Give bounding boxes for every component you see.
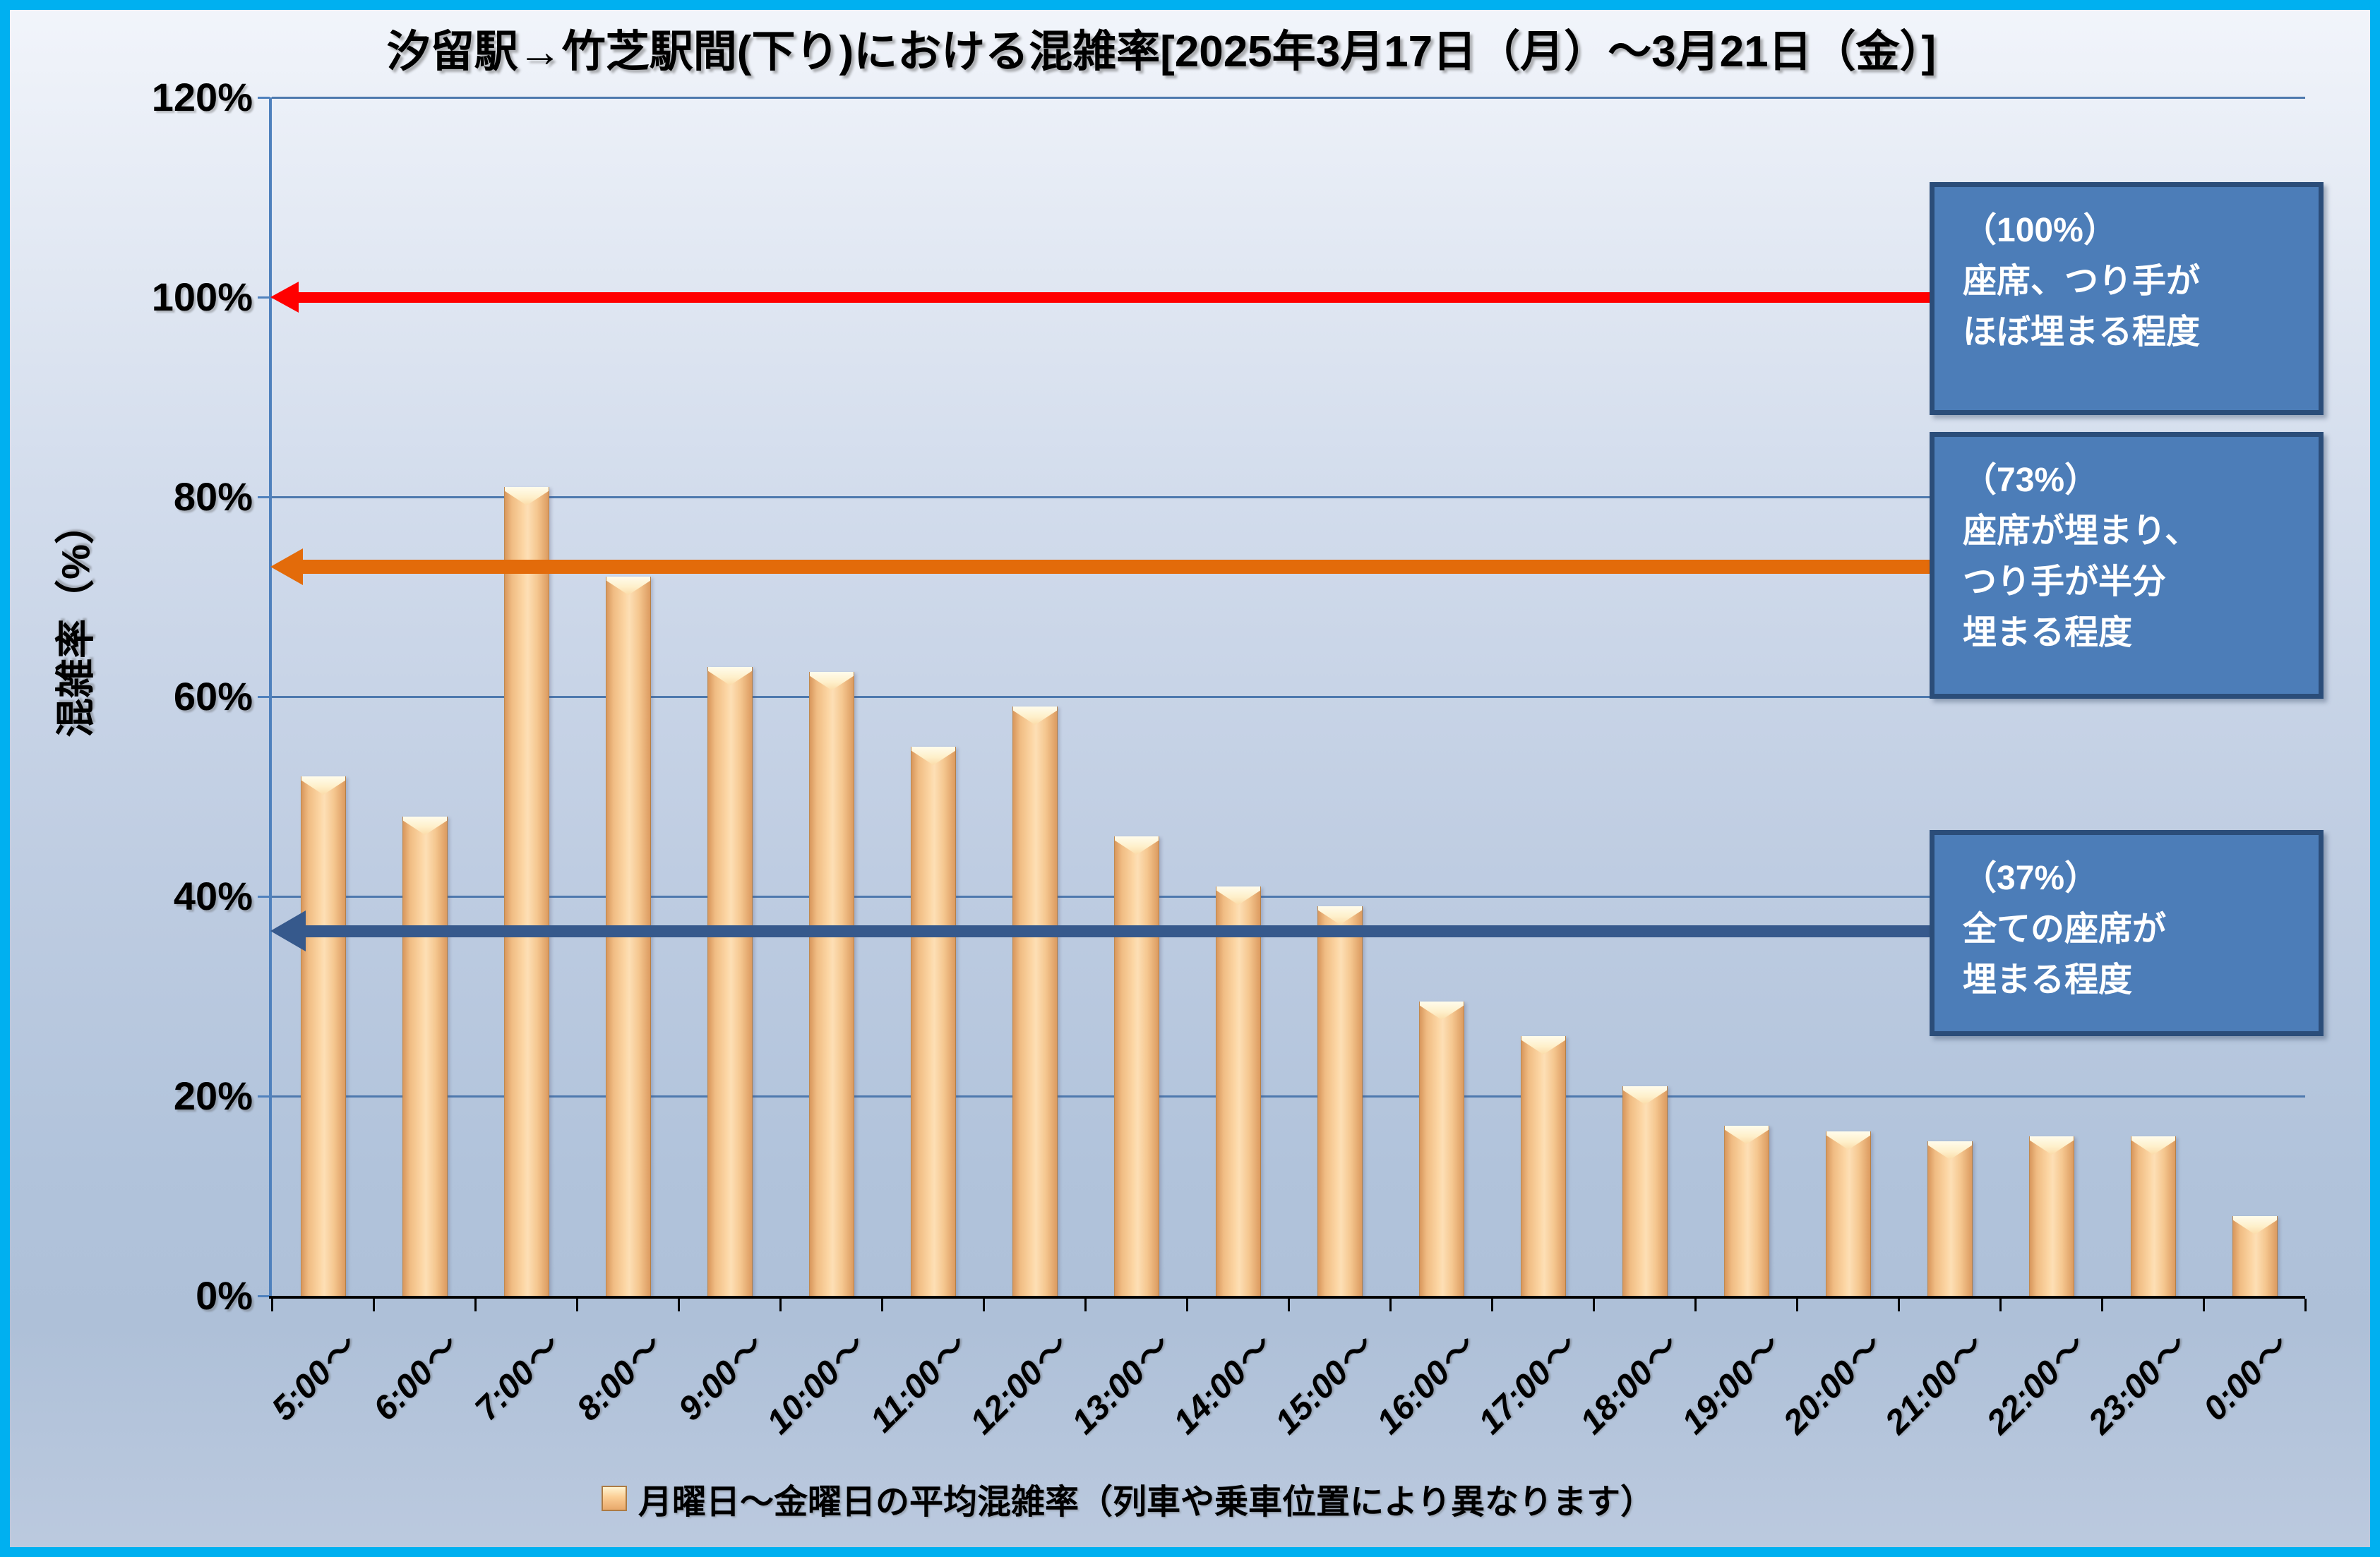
bar-23:00～: [2131, 1136, 2176, 1296]
legend: 月曜日～金曜日の平均混雑率（列車や乗車位置により異なります）: [602, 1474, 1654, 1523]
bar-6:00～: [402, 817, 448, 1296]
reference-arrow-head-73: [270, 548, 303, 586]
bar-14:00～: [1216, 886, 1261, 1296]
x-axis-tick: [373, 1299, 375, 1311]
gridline-120: [272, 97, 2305, 99]
x-axis-tick: [1796, 1299, 1798, 1311]
gridline-20: [272, 1095, 2305, 1098]
chart-title: 汐留駅→竹芝駅間(下り)における混雑率[2025年3月17日（月）～3月21日（…: [386, 28, 1937, 76]
x-axis-tick: [1593, 1299, 1595, 1311]
y-axis-tick: [258, 97, 270, 99]
y-axis-tick: [258, 1095, 270, 1098]
x-axis-tick: [1186, 1299, 1188, 1311]
y-axis-title: 混雑率（%）: [53, 505, 98, 738]
callout-37: （37%） 全ての座席が 埋まる程度: [1930, 830, 2324, 1036]
callout-100: （100%） 座席、つり手が ほぼ埋まる程度: [1930, 182, 2324, 415]
x-axis-tick: [1999, 1299, 2002, 1311]
y-tick-label: 120%: [151, 75, 253, 119]
x-axis-tick: [1898, 1299, 1900, 1311]
bar-18:00～: [1622, 1086, 1668, 1296]
y-axis-line: [269, 97, 272, 1299]
x-axis-tick: [1491, 1299, 1493, 1311]
x-axis-tick: [1694, 1299, 1697, 1311]
bar-15:00～: [1317, 906, 1363, 1296]
bar-5:00～: [301, 776, 346, 1296]
y-tick-label: 100%: [151, 275, 253, 319]
y-axis-tick: [258, 696, 270, 698]
x-axis-tick: [1084, 1299, 1087, 1311]
bar-16:00～: [1419, 1002, 1464, 1296]
reference-arrow-shaft-37: [303, 925, 1930, 937]
bar-7:00～: [504, 487, 549, 1296]
legend-label: 月曜日～金曜日の平均混雑率（列車や乗車位置により異なります）: [638, 1484, 1655, 1521]
y-axis-tick: [258, 496, 270, 498]
bar-10:00～: [809, 672, 854, 1296]
bar-20:00～: [1826, 1131, 1871, 1296]
y-axis-tick: [258, 1295, 270, 1297]
x-axis-tick: [881, 1299, 883, 1311]
x-axis-tick: [1389, 1299, 1392, 1311]
y-axis-tick: [258, 296, 270, 299]
y-axis-tick: [258, 896, 270, 898]
y-tick-label: 80%: [173, 474, 253, 519]
legend-bar-marker-icon: [602, 1486, 627, 1511]
reference-arrow-shaft-100: [296, 291, 1930, 303]
y-tick-label: 60%: [173, 674, 253, 719]
bar-19:00～: [1724, 1126, 1769, 1296]
y-tick-label: 40%: [173, 874, 253, 918]
gridline-40: [272, 896, 2305, 898]
x-axis-tick: [779, 1299, 782, 1311]
bar-0:00～: [2232, 1216, 2278, 1296]
bar-12:00～: [1012, 707, 1058, 1296]
x-axis-tick: [983, 1299, 985, 1311]
x-axis-tick: [271, 1299, 273, 1311]
bar-11:00～: [911, 747, 956, 1296]
x-axis-tick: [1288, 1299, 1290, 1311]
bar-21:00～: [1927, 1141, 1973, 1296]
callout-73: （73%） 座席が埋まり、 つり手が半分 埋まる程度: [1930, 432, 2324, 699]
reference-arrow-shaft-73: [300, 560, 1930, 575]
x-axis-line: [269, 1296, 2305, 1299]
y-tick-label: 20%: [173, 1074, 253, 1118]
reference-arrow-head-37: [270, 910, 306, 952]
x-axis-tick: [2203, 1299, 2205, 1311]
bar-22:00～: [2029, 1136, 2074, 1296]
x-axis-tick: [2101, 1299, 2103, 1311]
gridline-60: [272, 696, 2305, 698]
bar-9:00～: [707, 667, 753, 1296]
gridline-80: [272, 496, 2305, 498]
bar-17:00～: [1521, 1036, 1566, 1296]
x-axis-tick: [2304, 1299, 2307, 1311]
y-tick-label: 0%: [196, 1273, 253, 1318]
x-axis-tick: [576, 1299, 578, 1311]
reference-arrow-head-100: [270, 282, 299, 313]
bar-13:00～: [1114, 836, 1159, 1296]
x-axis-tick: [474, 1299, 477, 1311]
x-axis-tick: [678, 1299, 680, 1311]
